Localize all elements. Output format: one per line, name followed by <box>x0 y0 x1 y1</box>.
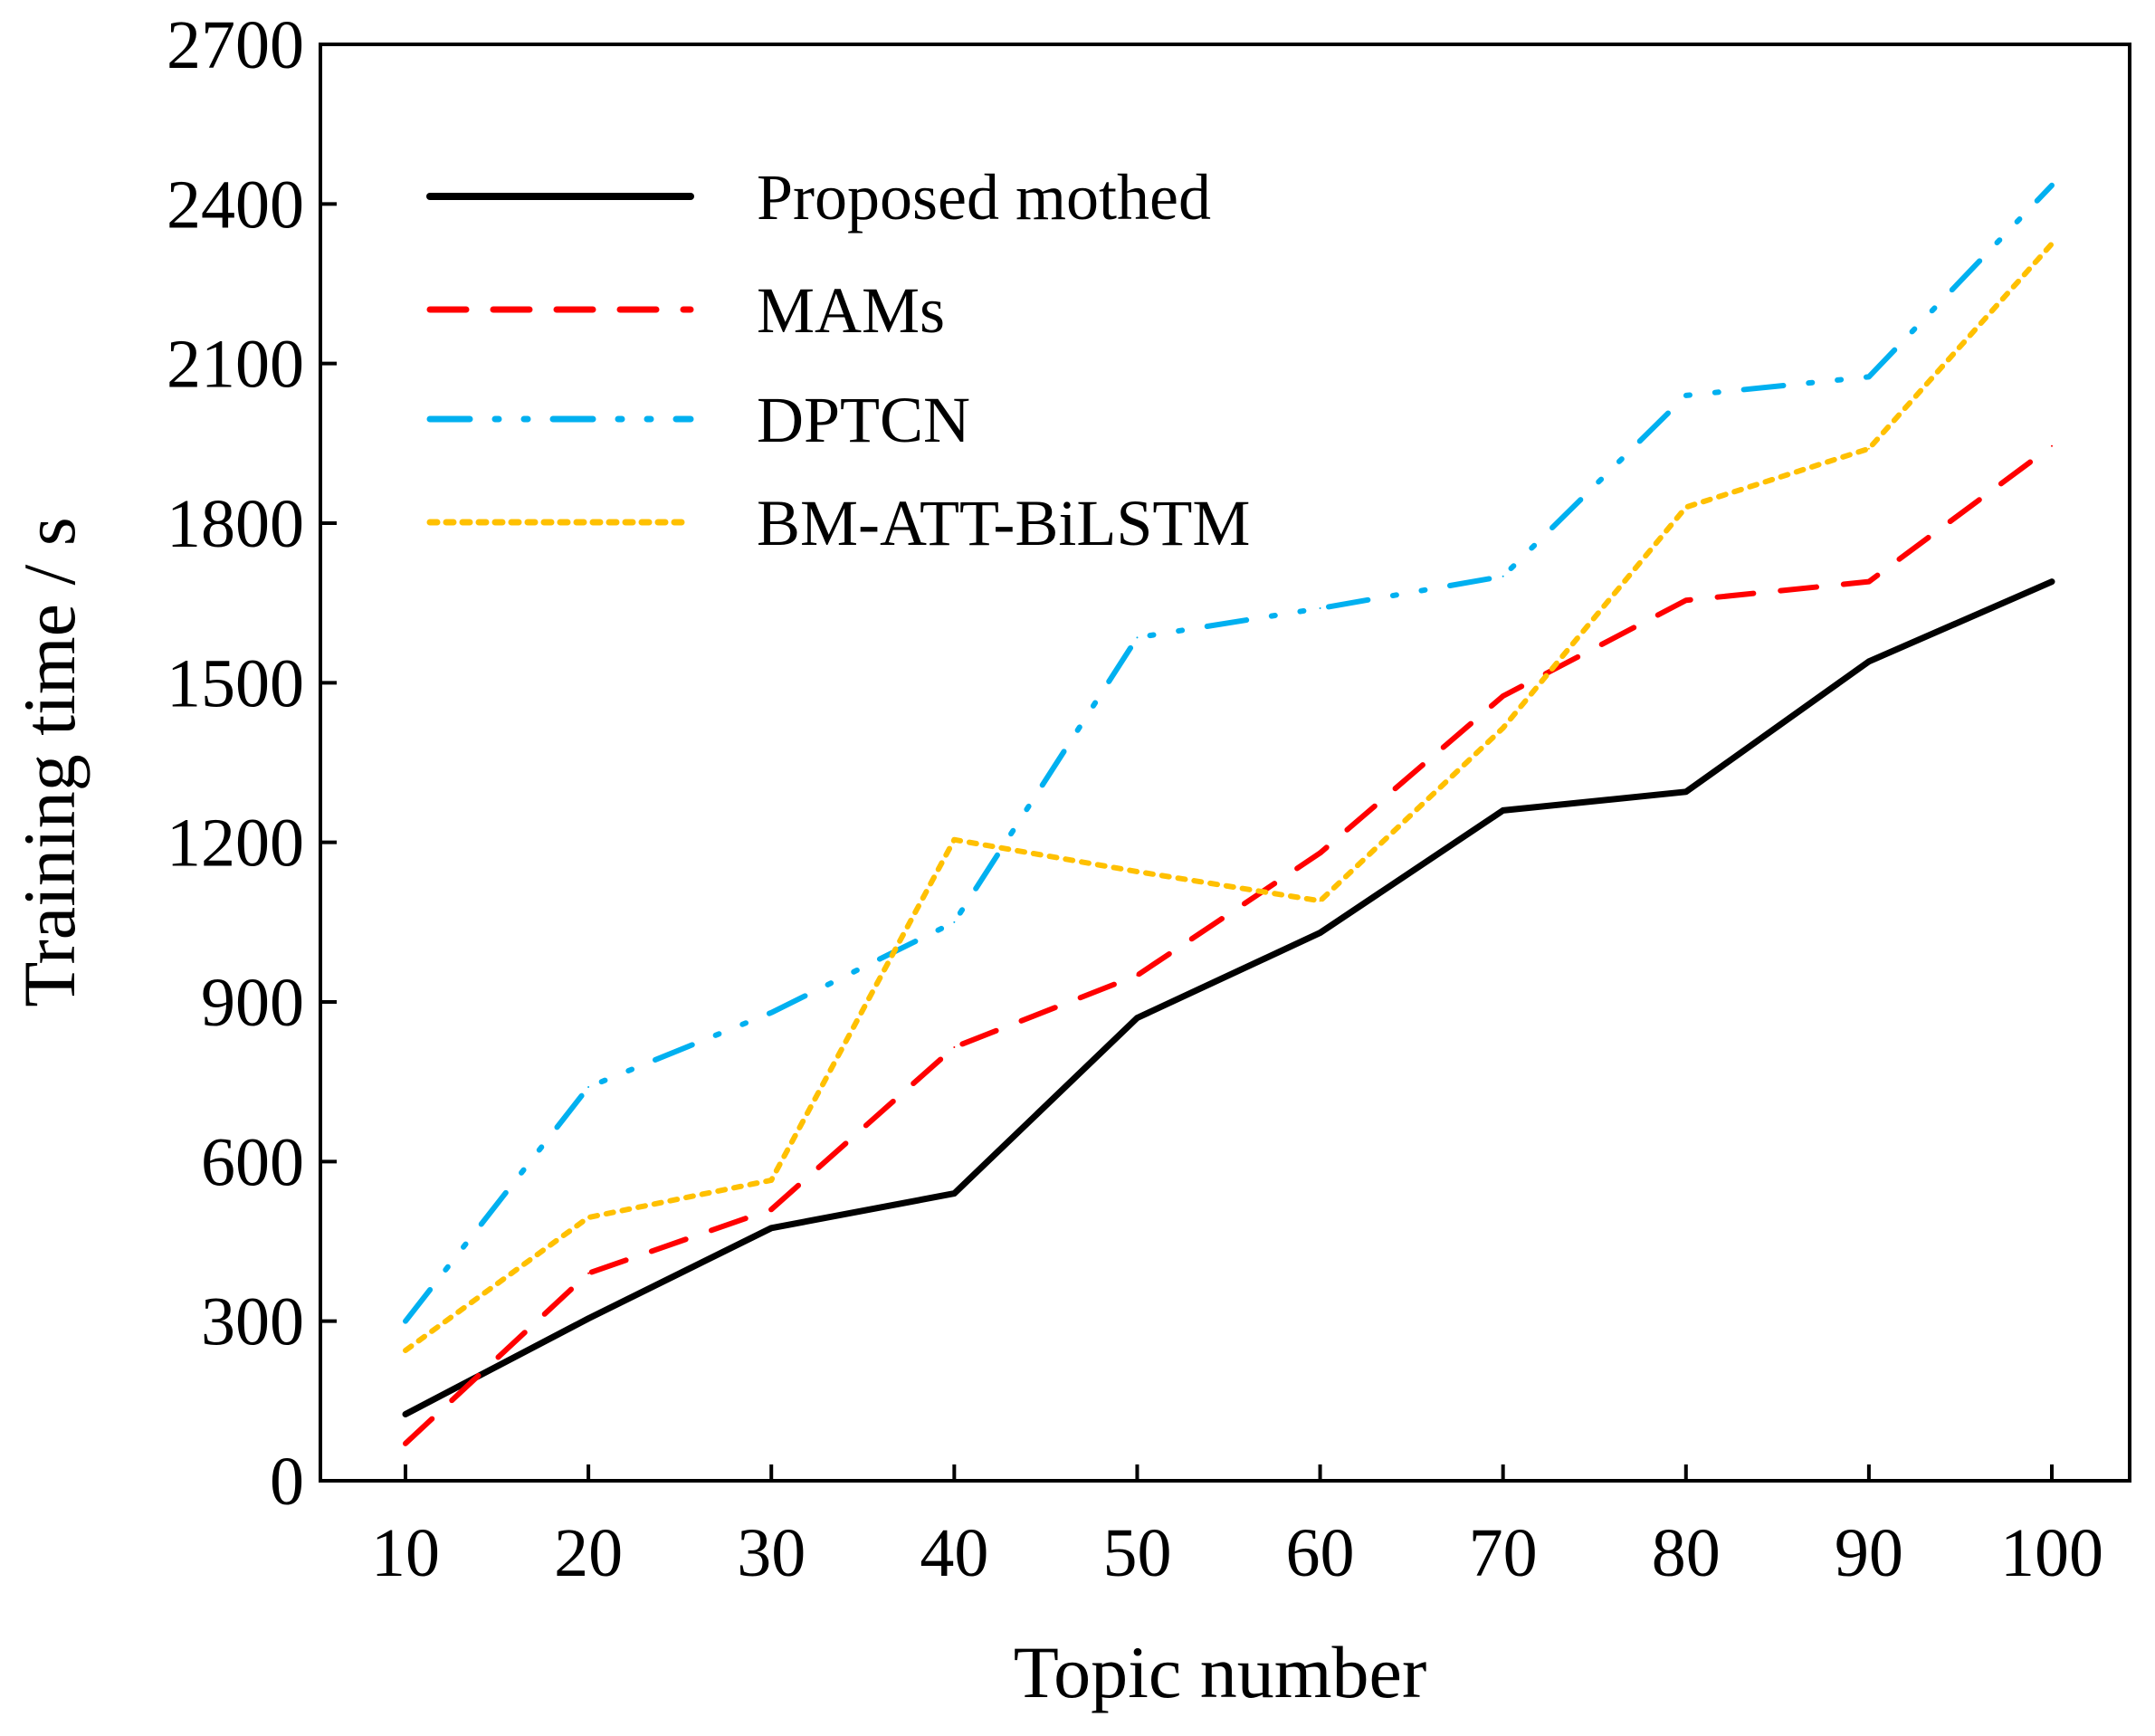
x-tick-label: 40 <box>920 1515 988 1591</box>
y-tick-label: 1800 <box>167 486 304 562</box>
y-tick-label: 900 <box>201 965 304 1041</box>
data-point <box>1319 852 1321 854</box>
data-point <box>953 838 956 841</box>
data-point <box>953 920 956 923</box>
data-point <box>1319 607 1321 610</box>
data-point <box>1867 580 1870 583</box>
x-tick-label: 80 <box>1652 1515 1721 1591</box>
y-tick-label: 0 <box>270 1444 304 1520</box>
y-tick-label: 2400 <box>167 167 304 243</box>
data-point <box>1136 974 1139 977</box>
data-point <box>953 1045 956 1048</box>
x-tick-label: 50 <box>1102 1515 1171 1591</box>
data-point <box>1136 1016 1139 1019</box>
x-tick-label: 20 <box>554 1515 623 1591</box>
x-tick-label: 10 <box>371 1515 440 1591</box>
y-tick-label: 2700 <box>167 7 304 83</box>
x-tick-label: 30 <box>737 1515 806 1591</box>
y-tick-label: 1200 <box>167 806 304 882</box>
data-point <box>1319 900 1321 902</box>
legend-label-0: Proposed mothed <box>757 161 1211 234</box>
x-tick-label: 100 <box>2000 1515 2103 1591</box>
y-tick-label: 600 <box>201 1124 304 1200</box>
legend-label-1: MAMs <box>757 274 945 347</box>
data-point <box>2051 184 2053 186</box>
legend-label-3: BM-ATT-BiLSTM <box>757 487 1250 559</box>
data-point <box>1502 727 1504 730</box>
series-line-2 <box>403 182 2055 1324</box>
data-point <box>1867 376 1870 378</box>
data-point <box>770 1208 773 1211</box>
data-point <box>1319 931 1321 934</box>
data-point <box>587 1317 590 1320</box>
data-point <box>405 1413 406 1416</box>
series-line-3 <box>403 241 2055 1353</box>
data-point <box>1867 660 1870 663</box>
data-point <box>2051 444 2053 447</box>
data-point <box>405 1349 406 1351</box>
data-point <box>1684 506 1687 509</box>
legend-label-2: DPTCN <box>757 384 970 456</box>
data-point <box>1502 809 1504 812</box>
data-point <box>1502 695 1504 698</box>
x-tick-label: 70 <box>1469 1515 1538 1591</box>
x-tick-label: 60 <box>1286 1515 1355 1591</box>
series-line-0 <box>402 578 2055 1418</box>
series-line-1 <box>403 443 2055 1446</box>
data-point <box>953 1192 956 1195</box>
data-point <box>770 1178 773 1181</box>
data-point <box>587 1272 590 1274</box>
data-point <box>770 1011 773 1014</box>
data-point <box>587 1216 590 1219</box>
data-point <box>1136 636 1139 639</box>
y-tick-label: 2100 <box>167 327 304 403</box>
plot-frame <box>319 43 2131 1483</box>
data-point <box>1684 394 1687 396</box>
data-point <box>1867 447 1870 450</box>
y-tick-label: 300 <box>201 1284 304 1360</box>
y-axis-label: Training time / s <box>8 517 91 1006</box>
data-point <box>1684 599 1687 602</box>
data-point <box>2051 243 2053 245</box>
data-point <box>1684 790 1687 793</box>
data-point <box>2051 580 2053 583</box>
y-tick-label: 1500 <box>167 645 304 721</box>
data-point <box>1502 575 1504 577</box>
data-point <box>405 1442 406 1445</box>
data-point <box>770 1226 773 1229</box>
x-tick-label: 90 <box>1835 1515 1903 1591</box>
data-point <box>1136 870 1139 873</box>
x-axis-label: Topic number <box>1014 1631 1427 1713</box>
data-point <box>587 1086 590 1089</box>
data-point <box>405 1320 406 1322</box>
